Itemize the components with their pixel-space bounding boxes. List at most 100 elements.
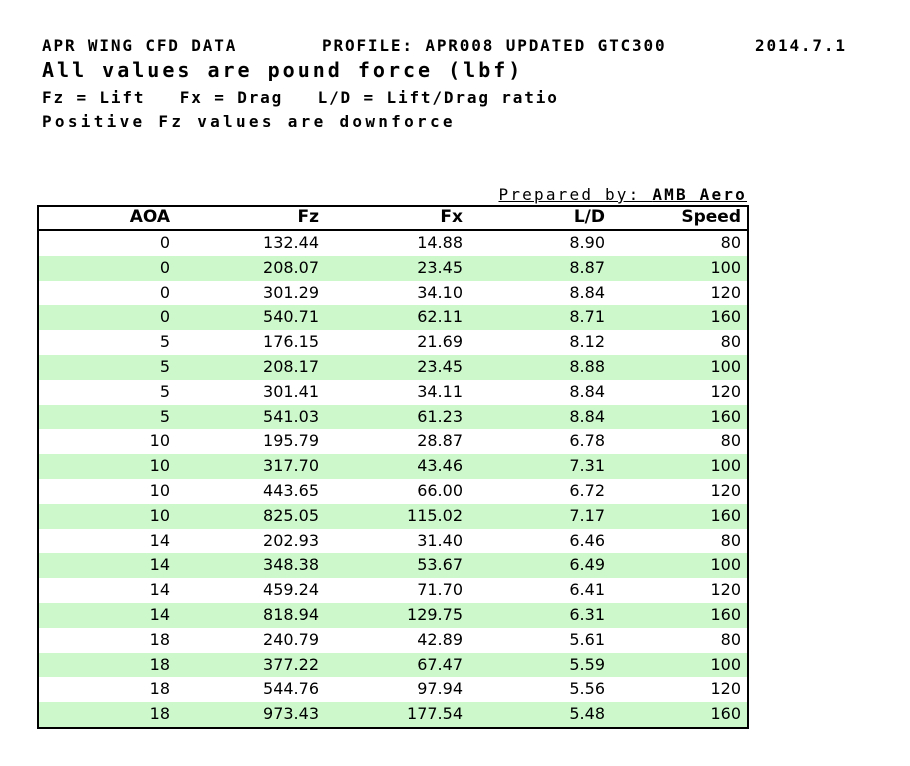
table-row: 10 443.65 66.00 6.72 120 xyxy=(38,479,748,504)
header-row: AOA Fz Fx L/D Speed xyxy=(38,206,748,231)
cell-fz: 973.43 xyxy=(263,704,319,724)
cell-fz: 443.65 xyxy=(263,480,319,500)
cell-aoa: 14 xyxy=(149,530,170,550)
table-row: 10 195.79 28.87 6.78 80 xyxy=(38,429,748,454)
cell-ld: 6.46 xyxy=(569,530,605,550)
cell-speed: 100 xyxy=(710,456,741,476)
cell-fz: 176.15 xyxy=(263,332,319,352)
cell-fx: 21.69 xyxy=(417,332,463,352)
table-row: 5 176.15 21.69 8.12 80 xyxy=(38,330,748,355)
cell-fx: 23.45 xyxy=(417,356,463,376)
cell-aoa: 14 xyxy=(149,580,170,600)
cell-ld: 8.88 xyxy=(569,356,605,376)
cell-aoa: 5 xyxy=(159,356,170,376)
cell-aoa: 14 xyxy=(149,555,170,575)
cell-speed: 120 xyxy=(710,282,741,302)
cell-aoa: 5 xyxy=(159,381,170,401)
cell-aoa: 0 xyxy=(159,307,170,327)
cell-fx: 43.46 xyxy=(417,456,463,476)
cell-fz: 240.79 xyxy=(263,629,319,649)
cell-speed: 100 xyxy=(710,654,741,674)
cell-speed: 160 xyxy=(710,406,741,426)
table-row: 5 301.41 34.11 8.84 120 xyxy=(38,380,748,405)
table-row: 14 202.93 31.40 6.46 80 xyxy=(38,529,748,554)
cell-fx: 97.94 xyxy=(417,679,463,699)
cell-fx: 14.88 xyxy=(417,233,463,252)
table-row: 5 208.17 23.45 8.88 100 xyxy=(38,354,748,380)
cell-ld: 6.78 xyxy=(569,431,605,451)
cell-fz: 541.03 xyxy=(263,406,319,426)
column-header-aoa: AOA xyxy=(38,206,176,231)
cell-speed: 80 xyxy=(720,233,741,252)
cell-ld: 8.87 xyxy=(569,257,605,277)
table-row: 5 541.03 61.23 8.84 160 xyxy=(38,404,748,430)
cell-aoa: 0 xyxy=(159,257,170,277)
cell-fz: 317.70 xyxy=(263,456,319,476)
cell-fx: 129.75 xyxy=(407,604,463,624)
cell-ld: 8.84 xyxy=(569,282,605,302)
cell-speed: 100 xyxy=(710,555,741,575)
cell-aoa: 10 xyxy=(149,505,170,525)
report-date: 2014.7.1 xyxy=(755,36,847,55)
cell-aoa: 5 xyxy=(159,406,170,426)
prepared-by-separator xyxy=(640,185,652,204)
cell-ld: 5.59 xyxy=(569,654,605,674)
table-row: 0 132.44 14.88 8.90 80 xyxy=(38,230,748,256)
cell-aoa: 10 xyxy=(149,456,170,476)
prepared-by-value: AMB Aero xyxy=(652,185,747,204)
column-header-fx: Fx xyxy=(325,206,469,231)
cell-fx: 62.11 xyxy=(417,307,463,327)
cell-fx: 34.11 xyxy=(417,381,463,401)
cell-speed: 160 xyxy=(710,505,741,525)
cell-ld: 7.17 xyxy=(569,505,605,525)
cell-speed: 120 xyxy=(710,580,741,600)
cell-fx: 28.87 xyxy=(417,431,463,451)
cell-fz: 825.05 xyxy=(263,505,319,525)
cell-aoa: 18 xyxy=(149,704,170,724)
cell-ld: 5.61 xyxy=(569,629,605,649)
table-row: 10 317.70 43.46 7.31 100 xyxy=(38,454,748,479)
cell-aoa: 0 xyxy=(159,282,170,302)
cell-ld: 6.72 xyxy=(569,480,605,500)
cell-speed: 100 xyxy=(710,356,741,376)
cell-ld: 5.48 xyxy=(569,704,605,724)
cell-ld: 6.31 xyxy=(569,604,605,624)
cell-fz: 544.76 xyxy=(263,679,319,699)
units-note: All values are pound force (lbf) xyxy=(42,58,524,82)
cfd-data-table: AOA Fz Fx L/D Speed 0 132.44 14.88 8.90 … xyxy=(37,205,749,729)
cell-fz: 818.94 xyxy=(263,604,319,624)
cell-ld: 7.31 xyxy=(569,456,605,476)
cell-aoa: 5 xyxy=(159,332,170,352)
cell-fx: 31.40 xyxy=(417,530,463,550)
cell-fx: 177.54 xyxy=(407,704,463,724)
table-row: 18 240.79 42.89 5.61 80 xyxy=(38,628,748,653)
cell-fx: 23.45 xyxy=(417,257,463,277)
column-header-fz: Fz xyxy=(176,206,325,231)
cell-speed: 120 xyxy=(710,679,741,699)
column-header-speed: Speed xyxy=(611,206,748,231)
cell-fz: 301.41 xyxy=(263,381,319,401)
table-header: AOA Fz Fx L/D Speed xyxy=(38,206,748,231)
cell-speed: 80 xyxy=(720,431,741,451)
cell-fx: 71.70 xyxy=(417,580,463,600)
cell-aoa: 18 xyxy=(149,679,170,699)
table-row: 0 208.07 23.45 8.87 100 xyxy=(38,255,748,281)
cell-fx: 61.23 xyxy=(417,406,463,426)
table-body: 0 132.44 14.88 8.90 80 0 208.07 23.45 8.… xyxy=(38,230,748,728)
table-row: 0 540.71 62.11 8.71 160 xyxy=(38,305,748,331)
profile-label: PROFILE: APR008 UPDATED GTC300 xyxy=(322,36,667,55)
cell-speed: 80 xyxy=(720,530,741,550)
cell-fz: 301.29 xyxy=(263,282,319,302)
cell-speed: 120 xyxy=(710,480,741,500)
cell-speed: 80 xyxy=(720,629,741,649)
cell-fz: 195.79 xyxy=(263,431,319,451)
cell-speed: 160 xyxy=(710,704,741,724)
cell-speed: 160 xyxy=(710,307,741,327)
cell-fz: 459.24 xyxy=(263,580,319,600)
prepared-by-label: Prepared by: xyxy=(498,185,641,204)
table-row: 14 818.94 129.75 6.31 160 xyxy=(38,602,748,628)
cell-fx: 66.00 xyxy=(417,480,463,500)
cell-fz: 208.17 xyxy=(263,356,319,376)
cell-fx: 115.02 xyxy=(407,505,463,525)
cell-ld: 6.41 xyxy=(569,580,605,600)
